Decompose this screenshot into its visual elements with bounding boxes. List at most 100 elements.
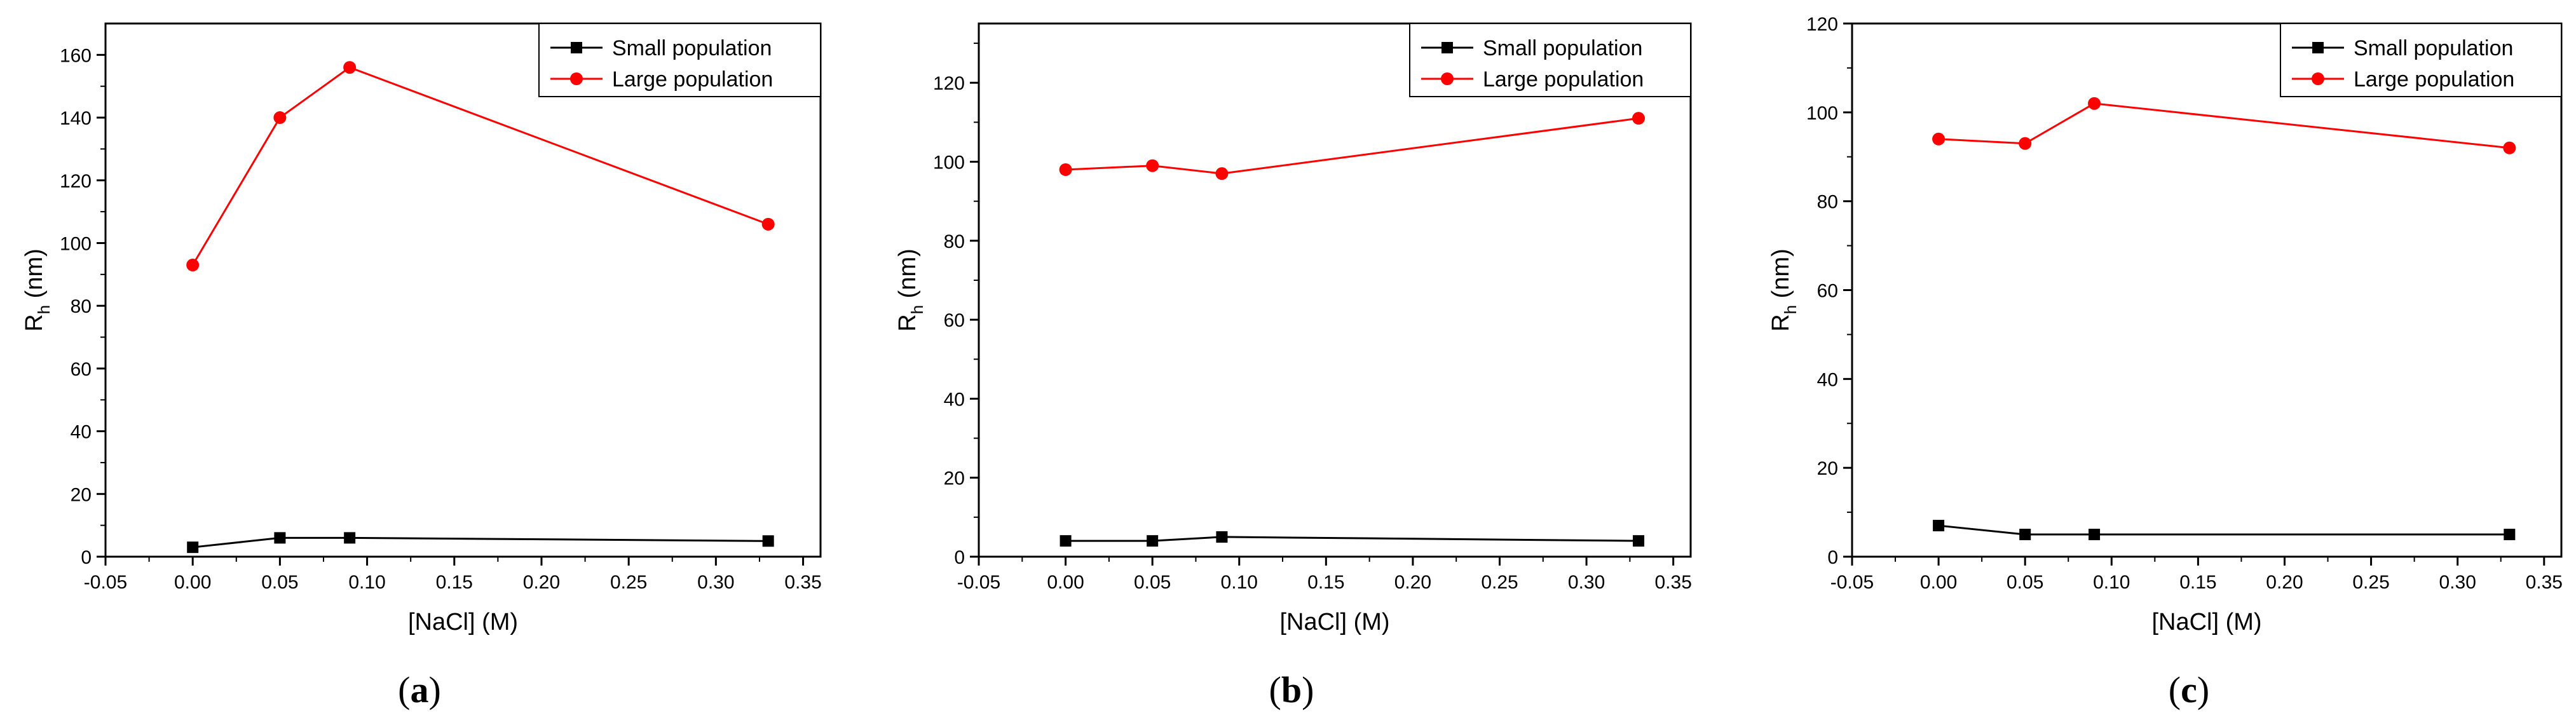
y-tick-label: 20 xyxy=(71,484,92,505)
data-point-large-population xyxy=(186,259,200,272)
y-tick-label: 20 xyxy=(1817,458,1838,479)
panel-b: -0.05 0.00 0.05 0.10 0.15 0.20 0.25 0.30 0.35 0 20… xyxy=(894,22,1692,710)
x-tick-label: 0.20 xyxy=(2266,572,2303,593)
legend: Small population Large population xyxy=(2280,23,2562,97)
y-tick-label: 40 xyxy=(944,389,965,410)
panel-label-letter: a xyxy=(411,669,429,710)
legend-label: Small population xyxy=(1483,36,1642,60)
legend: Small population Large population xyxy=(1409,23,1691,97)
legend-box xyxy=(2280,23,2562,97)
legend-box xyxy=(538,23,821,97)
y-tick-label: 160 xyxy=(60,45,92,66)
y-tick-label: 120 xyxy=(1806,14,1838,35)
panel-label-open-paren: ( xyxy=(1269,669,1281,710)
x-tick-label: 0.00 xyxy=(1920,572,1957,593)
x-tick-label: 0.30 xyxy=(697,572,734,593)
x-tick-label: 0.10 xyxy=(348,572,385,593)
y-tick-label: 100 xyxy=(1806,103,1838,124)
data-point-small-population xyxy=(187,541,199,554)
x-tick-label: 0.35 xyxy=(1654,572,1691,593)
series-line-large-population xyxy=(1065,117,1639,175)
data-point-large-population xyxy=(2503,141,2516,154)
x-tick-label: 0.15 xyxy=(436,572,473,593)
x-tick-label: 0.25 xyxy=(1481,572,1518,593)
legend-marker xyxy=(2312,72,2324,85)
legend-label: Small population xyxy=(2354,36,2513,60)
data-point-large-population xyxy=(343,61,357,74)
panel-a: -0.05 0.00 0.05 0.10 0.15 0.20 0.25 0.30 0.35 0 20… xyxy=(21,22,822,710)
data-point-small-population xyxy=(274,532,286,544)
data-point-small-population xyxy=(344,532,356,544)
legend-marker xyxy=(1441,72,1454,85)
panel-label-letter: c xyxy=(2181,669,2197,710)
y-tick-label: 40 xyxy=(71,422,92,443)
legend-label: Large population xyxy=(2354,67,2514,92)
y-tick-label: 0 xyxy=(954,547,965,568)
y-axis-label-subscript: h xyxy=(34,305,53,314)
y-tick-label: 100 xyxy=(933,153,965,173)
legend-label: Large population xyxy=(612,67,773,92)
y-tick-label: 80 xyxy=(1817,192,1838,213)
plot-frame xyxy=(1851,22,2563,558)
y-axis-label-main: R xyxy=(1768,314,1794,331)
y-axis-label-main: R xyxy=(894,314,921,331)
data-point-large-population xyxy=(1215,167,1229,180)
y-tick-label: 0 xyxy=(81,547,92,568)
legend-label: Small population xyxy=(612,36,772,60)
series-line-large-population xyxy=(1939,102,2510,149)
y-tick-label: 140 xyxy=(60,108,92,129)
y-tick-label: 120 xyxy=(60,171,92,192)
y-tick-label: 60 xyxy=(944,310,965,331)
series-line-small-population xyxy=(193,536,768,548)
data-point-small-population xyxy=(1147,535,1159,547)
data-point-large-population xyxy=(1632,112,1646,125)
x-tick-label: 0.30 xyxy=(1568,572,1605,593)
legend-marker xyxy=(1441,42,1453,53)
y-tick-label: 100 xyxy=(60,233,92,254)
x-tick-label: 0.25 xyxy=(2352,572,2389,593)
panel-label-open-paren: ( xyxy=(398,669,410,710)
data-point-small-population xyxy=(2089,529,2101,541)
y-axis-label: Rh (nm) xyxy=(1768,248,1800,332)
y-tick-label: 80 xyxy=(944,231,965,252)
x-tick-label: 0.05 xyxy=(261,572,298,593)
data-point-small-population xyxy=(1060,535,1072,547)
y-tick-label: 80 xyxy=(71,296,92,317)
y-tick-label: 60 xyxy=(1817,281,1838,302)
x-tick-label: -0.05 xyxy=(84,572,127,593)
panel-label-open-paren: ( xyxy=(2169,669,2181,710)
y-axis-label-subscript: h xyxy=(908,305,927,314)
legend: Small population Large population xyxy=(538,23,821,97)
x-axis-label: [NaCl] (M) xyxy=(408,609,518,635)
x-tick-label: 0.10 xyxy=(2093,572,2130,593)
y-axis-label-main: R xyxy=(21,314,48,331)
legend-marker xyxy=(2312,42,2324,53)
data-point-large-population xyxy=(1146,159,1159,172)
legend-box xyxy=(1409,23,1691,97)
y-tick-label: 20 xyxy=(944,468,965,489)
series-line-small-population xyxy=(1938,524,2510,536)
x-tick-label: 0.20 xyxy=(523,572,560,593)
x-tick-label: -0.05 xyxy=(957,572,1000,593)
x-tick-label: 0.00 xyxy=(174,572,211,593)
y-tick-label: 40 xyxy=(1817,369,1838,390)
y-tick-label: 60 xyxy=(71,359,92,380)
data-point-large-population xyxy=(1932,132,1946,146)
y-axis-label-unit: (nm) xyxy=(894,248,921,305)
y-axis-label: Rh (nm) xyxy=(21,248,53,332)
y-axis-label-unit: (nm) xyxy=(21,248,48,305)
legend-label: Large population xyxy=(1483,67,1644,92)
x-tick-label: 0.30 xyxy=(2439,572,2476,593)
y-axis-label-unit: (nm) xyxy=(1768,248,1794,305)
x-tick-label: 0.00 xyxy=(1047,572,1084,593)
panel-label: (a) xyxy=(398,669,441,710)
data-point-small-population xyxy=(2504,529,2516,541)
y-tick-label: 0 xyxy=(1827,547,1838,568)
x-tick-label: 0.15 xyxy=(2179,572,2216,593)
panel-label-close-paren: ) xyxy=(2197,669,2209,710)
panel-label-close-paren: ) xyxy=(1302,669,1314,710)
legend-marker xyxy=(570,72,583,85)
series-line-large-population xyxy=(191,66,769,266)
panel-label-letter: b xyxy=(1281,669,1302,710)
